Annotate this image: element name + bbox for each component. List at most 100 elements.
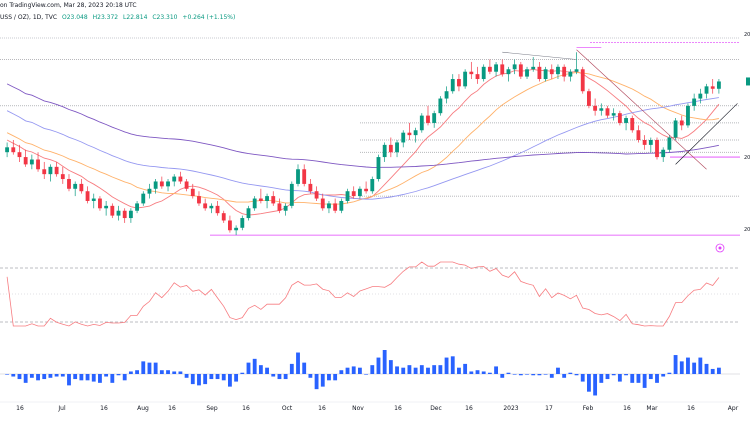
candle-body bbox=[320, 198, 325, 209]
close-value: C23.310 bbox=[152, 14, 178, 21]
histogram-bar bbox=[661, 374, 666, 377]
histogram-bar bbox=[277, 374, 282, 380]
candle-body bbox=[364, 188, 369, 192]
histogram-bar bbox=[450, 356, 455, 374]
candle-body bbox=[178, 176, 183, 182]
candle bbox=[228, 215, 232, 233]
candle bbox=[283, 203, 288, 216]
y-axis-label: 20 bbox=[744, 155, 750, 161]
ma-slow-line bbox=[6, 97, 719, 200]
level-lines bbox=[0, 37, 740, 236]
x-tick-label: Nov bbox=[352, 405, 364, 412]
candle-body bbox=[500, 64, 505, 75]
candle bbox=[444, 86, 449, 104]
histogram-bar bbox=[234, 374, 239, 382]
candle bbox=[450, 74, 455, 94]
x-axis: 16 Jul 16 Aug 16 Sep 16 Oct 16 Nov 16 Dec 16 2023 17 Fe… bbox=[0, 401, 740, 412]
candle bbox=[172, 174, 177, 187]
candle bbox=[370, 176, 375, 194]
histogram-bar bbox=[574, 374, 579, 376]
histogram-bar bbox=[296, 352, 300, 374]
candle-body bbox=[667, 137, 672, 150]
candle bbox=[580, 66, 585, 94]
candle bbox=[153, 179, 158, 194]
candle-body bbox=[599, 108, 604, 111]
ma-mid-line bbox=[6, 71, 719, 205]
histogram-bar bbox=[147, 362, 152, 374]
candle bbox=[17, 144, 22, 162]
candle-body bbox=[159, 181, 164, 187]
histogram-bar bbox=[60, 374, 65, 377]
candle bbox=[302, 164, 307, 187]
histogram-bar bbox=[500, 374, 505, 378]
histogram-bar bbox=[141, 361, 146, 374]
candle bbox=[215, 200, 220, 216]
candle-body bbox=[587, 91, 591, 106]
candle-body bbox=[531, 66, 536, 70]
x-tick-label: Feb bbox=[583, 405, 594, 412]
candle-body bbox=[91, 198, 96, 201]
histogram-bar bbox=[98, 374, 102, 383]
histogram-bar bbox=[562, 374, 567, 378]
histogram-bar bbox=[128, 371, 133, 374]
histogram-bar bbox=[444, 357, 449, 374]
x-tick-label: Oct bbox=[282, 405, 293, 412]
histogram-bar bbox=[692, 362, 697, 374]
x-tick-label: 16 bbox=[687, 405, 695, 412]
candle bbox=[327, 200, 331, 214]
histogram-bar bbox=[289, 363, 294, 374]
candle bbox=[184, 179, 189, 192]
candle bbox=[500, 59, 505, 77]
candle bbox=[141, 191, 146, 206]
candle bbox=[686, 103, 690, 128]
candle-body bbox=[432, 113, 437, 123]
high-value: H23.372 bbox=[92, 14, 119, 21]
histogram-bar bbox=[568, 372, 573, 374]
last-price-marker bbox=[715, 77, 750, 253]
candle-body bbox=[190, 188, 195, 197]
rsi-panel bbox=[0, 261, 740, 327]
candle-body bbox=[48, 166, 53, 175]
histogram-bar bbox=[704, 363, 709, 374]
candle-body bbox=[568, 71, 573, 77]
y-axis-labels: 20 20 20 bbox=[744, 32, 750, 233]
histogram-bar bbox=[580, 374, 585, 382]
candle-body bbox=[141, 193, 146, 204]
candle-body bbox=[617, 113, 622, 123]
histogram-bar bbox=[642, 374, 647, 388]
candle bbox=[710, 79, 715, 94]
candle-body bbox=[351, 191, 356, 197]
candle-body bbox=[469, 71, 474, 75]
candle-body bbox=[240, 218, 245, 228]
candle-body bbox=[716, 81, 721, 89]
histogram-bar bbox=[327, 374, 331, 381]
candle-body bbox=[116, 210, 121, 216]
candle bbox=[110, 203, 115, 219]
candle-body bbox=[506, 69, 511, 75]
candle bbox=[36, 152, 40, 172]
histogram-bar bbox=[673, 355, 678, 374]
candle bbox=[413, 127, 418, 143]
candle bbox=[221, 210, 226, 223]
candle-body bbox=[419, 115, 424, 131]
x-tick-label: Aug bbox=[137, 405, 149, 412]
histogram-bar bbox=[79, 374, 84, 381]
histogram-bar bbox=[636, 374, 641, 383]
histogram-bar bbox=[246, 362, 251, 374]
histogram-bar bbox=[11, 374, 16, 377]
chart-header: on TradingView.com, Mar 28, 2023 20:18 U… bbox=[0, 0, 750, 21]
histogram-bar bbox=[283, 374, 288, 380]
histogram-bar bbox=[116, 374, 121, 376]
candles bbox=[5, 52, 721, 236]
candle-body bbox=[450, 79, 455, 92]
candle-body bbox=[60, 174, 65, 180]
histogram-bar bbox=[469, 371, 474, 374]
histogram-bar bbox=[228, 374, 232, 387]
histogram-bar bbox=[630, 374, 635, 383]
candle bbox=[667, 135, 672, 153]
candle-body bbox=[543, 69, 548, 80]
candle bbox=[617, 110, 622, 126]
candle bbox=[147, 183, 152, 199]
candle bbox=[611, 108, 616, 121]
